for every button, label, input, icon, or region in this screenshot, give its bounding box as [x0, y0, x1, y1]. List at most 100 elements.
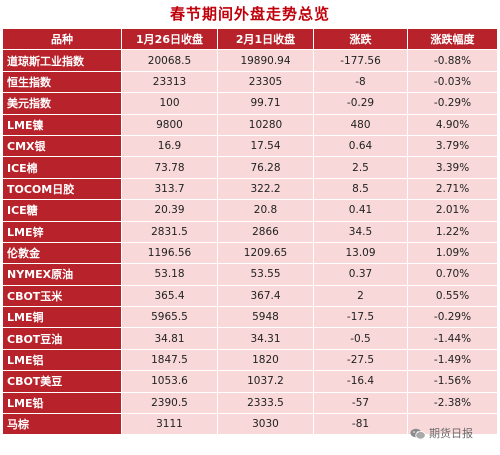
- commodity-cell: CMX银: [2, 134, 122, 158]
- change-cell: 2: [313, 284, 408, 308]
- market-overview-table: 品种 1月26日收盘 2月1日收盘 涨跌 涨跌幅度 道琼斯工业指数 20068.5…: [2, 27, 498, 436]
- close-feb1-cell: 34.31: [217, 327, 314, 350]
- watermark-text: 期货日报: [429, 427, 473, 440]
- commodity-cell: CBOT玉米: [2, 284, 122, 308]
- close-feb1-cell: 17.54: [217, 134, 314, 158]
- table-row: LME镍 9800 10280 480 4.90%: [2, 113, 498, 136]
- table-row: ICE糖 20.39 20.8 0.41 2.01%: [2, 199, 498, 222]
- change-pct-cell: 2.71%: [407, 177, 498, 201]
- close-feb1-cell: 23305: [217, 70, 314, 94]
- change-cell: -81: [313, 413, 408, 436]
- change-pct-cell: -0.03%: [407, 70, 498, 94]
- close-jan26-cell: 73.78: [121, 156, 218, 179]
- commodity-cell: ICE棉: [2, 156, 122, 179]
- close-feb1-cell: 53.55: [217, 263, 314, 286]
- table-row: 道琼斯工业指数 20068.5 19890.94 -177.56 -0.88%: [2, 49, 498, 72]
- close-feb1-cell: 99.71: [217, 92, 314, 115]
- change-pct-cell: -1.49%: [407, 348, 498, 372]
- commodity-cell: LME铅: [2, 391, 122, 415]
- change-pct-cell: -1.56%: [407, 370, 498, 393]
- commodity-cell: 恒生指数: [2, 70, 122, 94]
- header-change-pct: 涨跌幅度: [407, 27, 498, 51]
- change-cell: 0.41: [313, 199, 408, 222]
- change-cell: 34.5: [313, 220, 408, 243]
- change-pct-cell: -2.38%: [407, 391, 498, 415]
- table-row: 恒生指数 23313 23305 -8 -0.03%: [2, 70, 498, 94]
- commodity-cell: 美元指数: [2, 92, 122, 115]
- close-feb1-cell: 76.28: [217, 156, 314, 179]
- close-jan26-cell: 100: [121, 92, 218, 115]
- close-feb1-cell: 2866: [217, 220, 314, 243]
- commodity-cell: LME镍: [2, 113, 122, 136]
- close-feb1-cell: 1820: [217, 348, 314, 372]
- close-jan26-cell: 16.9: [121, 134, 218, 158]
- change-cell: 480: [313, 113, 408, 136]
- table-row: LME锌 2831.5 2866 34.5 1.22%: [2, 220, 498, 243]
- close-jan26-cell: 1847.5: [121, 348, 218, 372]
- close-jan26-cell: 20068.5: [121, 49, 218, 72]
- change-pct-cell: 0.70%: [407, 263, 498, 286]
- header-close-feb1: 2月1日收盘: [217, 27, 314, 51]
- change-pct-cell: -0.29%: [407, 306, 498, 329]
- close-feb1-cell: 1037.2: [217, 370, 314, 393]
- change-cell: 8.5: [313, 177, 408, 201]
- close-jan26-cell: 3111: [121, 413, 218, 436]
- change-pct-cell: 1.09%: [407, 241, 498, 265]
- change-cell: 0.37: [313, 263, 408, 286]
- wechat-icon: [410, 428, 426, 440]
- change-pct-cell: 1.22%: [407, 220, 498, 243]
- change-cell: 0.64: [313, 134, 408, 158]
- commodity-cell: CBOT豆油: [2, 327, 122, 350]
- table-row: NYMEX原油 53.18 53.55 0.37 0.70%: [2, 263, 498, 286]
- close-jan26-cell: 2390.5: [121, 391, 218, 415]
- change-cell: -177.56: [313, 49, 408, 72]
- close-feb1-cell: 367.4: [217, 284, 314, 308]
- change-pct-cell: 2.01%: [407, 199, 498, 222]
- change-cell: -0.29: [313, 92, 408, 115]
- watermark: 期货日报: [410, 425, 473, 441]
- change-cell: -27.5: [313, 348, 408, 372]
- header-close-jan26: 1月26日收盘: [121, 27, 218, 51]
- table-header-row: 品种 1月26日收盘 2月1日收盘 涨跌 涨跌幅度: [2, 27, 498, 51]
- close-jan26-cell: 313.7: [121, 177, 218, 201]
- table-row: ICE棉 73.78 76.28 2.5 3.39%: [2, 156, 498, 179]
- close-feb1-cell: 10280: [217, 113, 314, 136]
- table-row: 伦敦金 1196.56 1209.65 13.09 1.09%: [2, 241, 498, 265]
- table-row: CBOT玉米 365.4 367.4 2 0.55%: [2, 284, 498, 308]
- page-title: 春节期间外盘走势总览: [169, 5, 330, 23]
- commodity-cell: LME铝: [2, 348, 122, 372]
- table-row: LME铝 1847.5 1820 -27.5 -1.49%: [2, 348, 498, 372]
- close-jan26-cell: 365.4: [121, 284, 218, 308]
- change-cell: 13.09: [313, 241, 408, 265]
- close-feb1-cell: 19890.94: [217, 49, 314, 72]
- change-pct-cell: -1.44%: [407, 327, 498, 350]
- change-pct-cell: [407, 413, 498, 436]
- header-commodity: 品种: [2, 27, 122, 51]
- commodity-cell: LME锌: [2, 220, 122, 243]
- commodity-cell: 马棕: [2, 413, 122, 436]
- change-cell: 2.5: [313, 156, 408, 179]
- table-row: CBOT美豆 1053.6 1037.2 -16.4 -1.56%: [2, 370, 498, 393]
- close-jan26-cell: 5965.5: [121, 306, 218, 329]
- change-pct-cell: 3.79%: [407, 134, 498, 158]
- header-change: 涨跌: [313, 27, 408, 51]
- close-feb1-cell: 322.2: [217, 177, 314, 201]
- commodity-cell: LME铜: [2, 306, 122, 329]
- commodity-cell: 道琼斯工业指数: [2, 49, 122, 72]
- change-pct-cell: 4.90%: [407, 113, 498, 136]
- close-feb1-cell: 1209.65: [217, 241, 314, 265]
- close-jan26-cell: 1196.56: [121, 241, 218, 265]
- close-jan26-cell: 53.18: [121, 263, 218, 286]
- close-feb1-cell: 2333.5: [217, 391, 314, 415]
- change-pct-cell: 3.39%: [407, 156, 498, 179]
- commodity-cell: ICE糖: [2, 199, 122, 222]
- commodity-cell: TOCOM日胶: [2, 177, 122, 201]
- table-row: LME铅 2390.5 2333.5 -57 -2.38%: [2, 391, 498, 415]
- change-pct-cell: 0.55%: [407, 284, 498, 308]
- close-jan26-cell: 2831.5: [121, 220, 218, 243]
- commodity-cell: CBOT美豆: [2, 370, 122, 393]
- change-cell: -57: [313, 391, 408, 415]
- table-row: 美元指数 100 99.71 -0.29 -0.29%: [2, 92, 498, 115]
- table-row: 马棕 3111 3030 -81: [2, 413, 498, 436]
- close-feb1-cell: 3030: [217, 413, 314, 436]
